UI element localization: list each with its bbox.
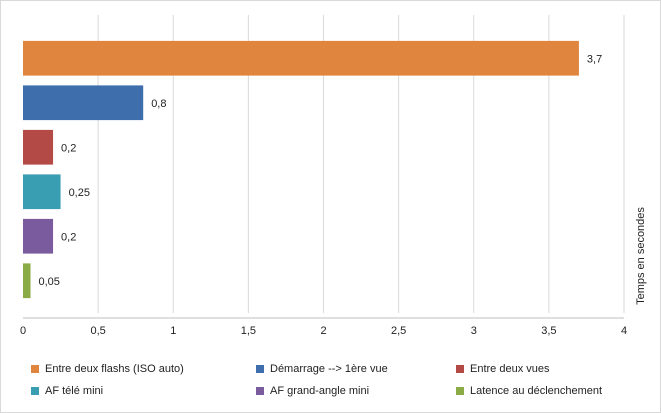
legend-label: Latence au déclenchement — [470, 385, 603, 397]
bar — [23, 263, 31, 299]
bar-data-label: 3,7 — [587, 53, 602, 65]
legend-label: Entre deux vues — [470, 363, 550, 375]
bar-data-label: 0,25 — [69, 187, 90, 199]
legend-label: Démarrage --> 1ère vue — [270, 363, 388, 375]
bar — [23, 85, 144, 121]
x-tick-label: 1 — [170, 325, 176, 337]
bar-data-label: 0,2 — [61, 231, 76, 243]
x-tick-label: 2 — [320, 325, 326, 337]
x-tick-label: 2,5 — [391, 325, 406, 337]
bars — [23, 40, 579, 299]
bar-data-label: 0,8 — [151, 98, 166, 110]
legend-swatch — [256, 387, 264, 395]
legend-item: Entre deux flashs (ISO auto) — [31, 363, 184, 375]
bar-data-label: 0,2 — [61, 142, 76, 154]
data-labels: 3,7 0,8 0,2 0,25 0,2 0,05 — [39, 53, 603, 288]
x-tick-label: 4 — [621, 325, 627, 337]
legend-item: AF télé mini — [31, 385, 103, 397]
bar — [23, 129, 54, 165]
legend-label: AF grand-angle mini — [270, 385, 370, 397]
x-tick-label: 3,5 — [541, 325, 556, 337]
legend-label: AF télé mini — [45, 385, 104, 397]
x-tick-label: 1,5 — [241, 325, 256, 337]
legend-label: Entre deux flashs (ISO auto) — [45, 363, 184, 375]
legend-item: Entre deux vues — [456, 363, 550, 375]
legend-swatch — [456, 365, 464, 373]
legend-item: Latence au déclenchement — [456, 385, 602, 397]
legend-item: AF grand-angle mini — [256, 385, 369, 397]
legend-item: Démarrage --> 1ère vue — [256, 363, 388, 375]
legend-swatch — [256, 365, 264, 373]
legend-swatch — [31, 387, 39, 395]
bar-data-label: 0,05 — [39, 276, 60, 288]
bar — [23, 40, 579, 76]
x-tick-label: 0,5 — [90, 325, 105, 337]
legend-swatch — [31, 365, 39, 373]
x-tick-label: 3 — [471, 325, 477, 337]
bar — [23, 218, 54, 254]
legend-swatch — [456, 387, 464, 395]
value-axis-title: Temps en secondes — [635, 207, 647, 305]
x-axis-ticks: 0 0,5 1 1,5 2 2,5 3 3,5 4 — [20, 325, 627, 337]
x-tick-label: 0 — [20, 325, 26, 337]
bar — [23, 174, 61, 210]
